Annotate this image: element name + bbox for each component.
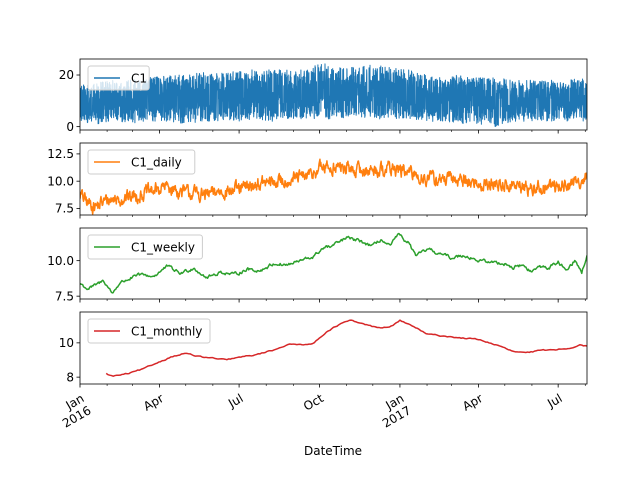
legend: C1_daily xyxy=(87,149,196,175)
y-tick-label: 10.0 xyxy=(47,254,74,268)
legend-label: C1 xyxy=(131,72,147,86)
x-tick-label-group: Apr xyxy=(460,391,485,414)
y-tick-label: 0 xyxy=(66,120,74,134)
y-tick-label: 8 xyxy=(66,370,74,384)
legend-box xyxy=(87,234,203,260)
x-tick-label-group: Jul xyxy=(544,391,564,411)
x-tick-label-group: Apr xyxy=(141,391,166,414)
y-tick-label: 20 xyxy=(59,68,74,82)
x-tick-label-group: Oct xyxy=(301,391,326,414)
x-tick-label: Oct xyxy=(301,391,326,414)
x-axis-title: DateTime xyxy=(304,444,362,458)
panel-c1-weekly: 7.5 10.0 C1_weekly xyxy=(47,227,588,303)
y-tick-label: 7.5 xyxy=(55,289,74,303)
panel-c1-daily: 7.5 10.0 12.5 C1_daily xyxy=(47,142,588,219)
series-line-c1-monthly xyxy=(105,319,587,377)
x-tick-label: Jul xyxy=(225,391,245,411)
x-tick-label: Apr xyxy=(141,391,166,414)
legend-label: C1_daily xyxy=(131,156,182,170)
x-tick-label: Apr xyxy=(460,391,485,414)
y-tick-label: 12.5 xyxy=(47,147,74,161)
y-tick-label: 7.5 xyxy=(55,202,74,216)
legend-box xyxy=(87,149,196,175)
legend: C1 xyxy=(87,65,150,91)
legend-label: C1_monthly xyxy=(131,325,202,339)
legend-label: C1_weekly xyxy=(131,241,195,255)
panel-c1-monthly: 8 10 C1_monthly xyxy=(59,311,588,388)
legend: C1_monthly xyxy=(87,318,211,344)
plot-frame xyxy=(79,142,588,216)
plot-frame xyxy=(79,58,588,131)
series-line-c1-weekly xyxy=(80,232,587,294)
x-tick-label: Jul xyxy=(544,391,564,411)
legend-box xyxy=(87,318,211,344)
plot-frame xyxy=(79,227,588,300)
series-line-c1-daily xyxy=(80,158,587,215)
plot-frame xyxy=(79,311,588,385)
legend: C1_weekly xyxy=(87,234,203,260)
series-line-c1 xyxy=(80,63,587,127)
y-tick-label: 10 xyxy=(59,336,74,350)
x-tick-label-group: Jul xyxy=(225,391,245,411)
panel-c1: 0 20 C1 xyxy=(59,58,588,134)
y-tick-label: 10.0 xyxy=(47,174,74,188)
